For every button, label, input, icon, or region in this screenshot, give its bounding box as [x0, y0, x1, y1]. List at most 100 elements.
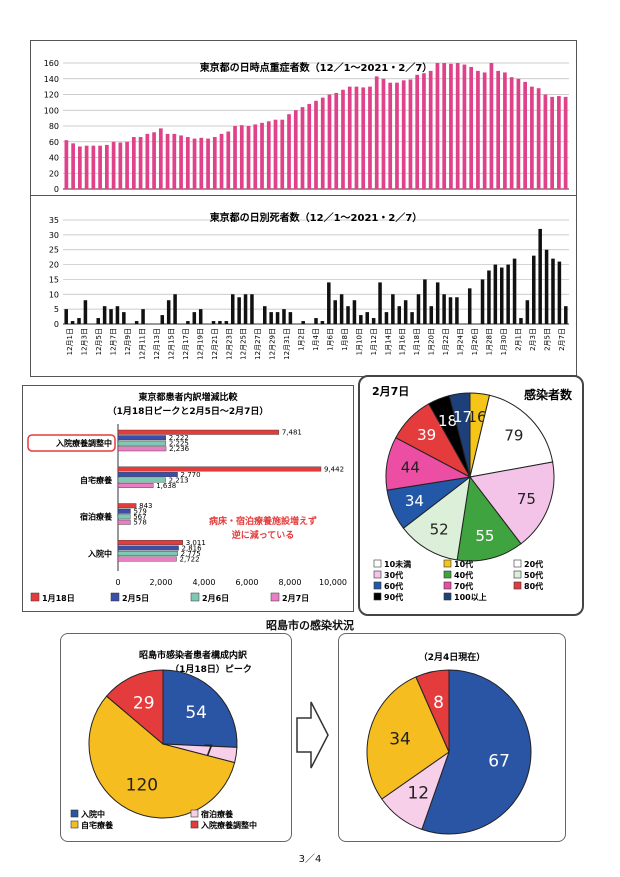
- bar: [185, 137, 190, 189]
- highlight-box: [27, 434, 116, 452]
- bar: [117, 483, 154, 488]
- bar: [538, 228, 542, 324]
- bar: [138, 137, 143, 189]
- slice-value-label: 34: [389, 729, 411, 749]
- bar: [493, 264, 498, 324]
- x-tick-label: 1月8日: [341, 328, 349, 351]
- pie-slice: [448, 392, 471, 478]
- bar: [462, 64, 467, 189]
- bar: [211, 321, 216, 324]
- bar: [449, 63, 453, 189]
- legend-label: 自宅療養: [81, 820, 113, 830]
- legend-label: 10代: [454, 559, 473, 569]
- akishima-peak-panel: 昭島市感染者患者構成内訳 （1月18日）ピーク 54 7 120 29 入院中 宿泊療養 自宅療…: [60, 633, 292, 842]
- bar: [395, 82, 399, 189]
- bar: [266, 121, 271, 189]
- legend-label: 10未満: [384, 559, 411, 569]
- x-tick-label: 1月26日: [471, 328, 479, 355]
- bar: [442, 63, 447, 189]
- bar: [102, 306, 107, 324]
- x-tick-label: 1月18日: [413, 328, 421, 355]
- bar: [557, 261, 562, 324]
- x-tick-label: 4,000: [193, 578, 216, 587]
- bar: [499, 267, 504, 324]
- bar: [339, 294, 344, 324]
- bar: [78, 146, 82, 189]
- bar: [532, 255, 536, 324]
- bar: [117, 545, 179, 551]
- data-label: 3,011: [186, 539, 206, 547]
- x-tick-label: 12月3日: [81, 328, 89, 355]
- bar: [371, 318, 376, 324]
- pie-slice: [402, 475, 471, 561]
- x-tick-label: 12月9日: [124, 328, 132, 355]
- bar: [320, 321, 325, 324]
- data-label: 2,722: [180, 555, 200, 563]
- legend-label: 70代: [454, 581, 473, 591]
- bar: [512, 258, 517, 324]
- slice-value-label: 16: [468, 408, 487, 426]
- bar: [206, 138, 210, 189]
- bar: [442, 294, 446, 324]
- slice-value-label: 34: [405, 492, 424, 510]
- bar: [253, 124, 258, 189]
- bar: [71, 143, 75, 189]
- y-tick-label: 100: [44, 106, 59, 115]
- data-label: 843: [139, 502, 152, 510]
- bar: [543, 94, 548, 189]
- bar: [246, 126, 251, 189]
- bar: [280, 119, 285, 189]
- bar: [435, 63, 440, 189]
- y-tick-label: 40: [49, 154, 59, 163]
- bar: [403, 300, 408, 324]
- y-tick-label: 0: [54, 185, 59, 194]
- slice-value-label: 52: [430, 520, 449, 538]
- bar: [423, 279, 427, 324]
- x-tick-label: 2,000: [150, 578, 173, 587]
- bar: [388, 82, 393, 189]
- y-tick-label: 5: [54, 305, 59, 314]
- bar: [77, 318, 81, 324]
- chart-title: 2月7日: [372, 385, 409, 398]
- legend-label: 30代: [384, 570, 403, 580]
- bar: [415, 74, 420, 189]
- y-tick-label: 20: [49, 169, 59, 178]
- bar: [429, 306, 434, 324]
- bar: [516, 78, 521, 189]
- age-pie-panel: 2月7日 感染者数 16 79 75 55 52 34 44 39 18 17 10未満 10代 20代 30…: [358, 375, 584, 616]
- legend-swatch: [190, 592, 200, 602]
- y-tick-label: 140: [44, 75, 59, 84]
- legend-label: 宿泊療養: [201, 809, 233, 819]
- bar: [327, 94, 332, 189]
- bar: [334, 92, 339, 189]
- bar: [435, 282, 440, 324]
- data-label: 578: [133, 519, 146, 527]
- x-tick-label: 1月6日: [326, 328, 334, 351]
- bar: [117, 556, 177, 562]
- bar: [469, 66, 474, 189]
- data-label: 579: [133, 508, 146, 516]
- y-tick-label: 60: [49, 138, 59, 147]
- bar: [523, 81, 528, 189]
- bar: [192, 312, 197, 324]
- slice-value-label: 39: [417, 426, 436, 444]
- bar: [374, 76, 379, 189]
- bar: [293, 110, 298, 189]
- x-tick-label: 1月24日: [457, 328, 465, 355]
- bar: [212, 137, 217, 189]
- bar: [557, 96, 561, 189]
- bar: [117, 519, 131, 525]
- bar: [448, 297, 453, 324]
- patient-breakdown-chart: 東京都患者内訳増減比較 （1月18日ピークと2月5日～2月7日） 0 2,000 4,0…: [27, 391, 347, 603]
- bar: [117, 472, 178, 477]
- bar: [482, 72, 487, 189]
- bar: [551, 258, 555, 324]
- slice-value-label: 55: [475, 527, 494, 545]
- bar: [519, 318, 523, 324]
- legend-swatch: [443, 570, 452, 579]
- bar: [564, 306, 568, 324]
- legend-swatch: [373, 592, 382, 601]
- bar: [224, 321, 229, 324]
- bar: [307, 103, 312, 189]
- bar: [165, 133, 170, 189]
